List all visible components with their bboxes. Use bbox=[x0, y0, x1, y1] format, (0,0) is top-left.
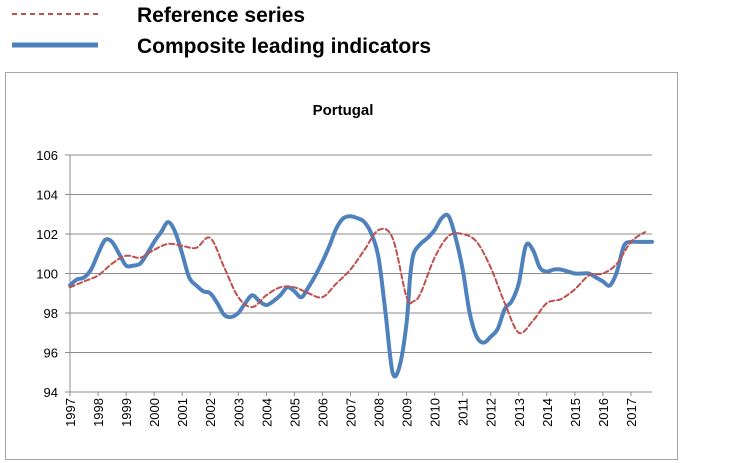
x-tick-label: 2001 bbox=[175, 398, 190, 427]
y-tick-label: 106 bbox=[36, 148, 58, 163]
x-tick-label: 2000 bbox=[147, 398, 162, 427]
y-axis: 94 96 98 100 102 104 106 bbox=[36, 148, 71, 400]
chart-area: Portugal 94 96 98 100 102 104 106 1997 1998 1999… bbox=[5, 72, 678, 460]
grid-lines bbox=[70, 154, 652, 393]
x-tick-label: 2011 bbox=[456, 398, 471, 426]
x-axis: 1997 1998 1999 2000 2001 2002 2003 2004 2005 2006… bbox=[63, 392, 639, 427]
x-tick-label: 2014 bbox=[540, 398, 555, 427]
x-tick-label: 2009 bbox=[400, 398, 415, 427]
legend-label-composite-leading-indicators: Composite leading indicators bbox=[137, 35, 432, 58]
x-tick-label: 2015 bbox=[568, 398, 583, 427]
x-tick-label: 2012 bbox=[484, 398, 499, 427]
chart-title: Portugal bbox=[313, 102, 374, 119]
x-tick-label: 1997 bbox=[63, 398, 78, 427]
x-tick-label: 2016 bbox=[596, 398, 611, 427]
x-tick-label: 2013 bbox=[512, 398, 527, 427]
series-line-composite-leading-indicators bbox=[68, 212, 654, 379]
x-tick-label: 2004 bbox=[259, 398, 274, 427]
x-tick-label: 2007 bbox=[343, 398, 358, 427]
x-tick-label: 2017 bbox=[624, 398, 639, 427]
x-tick-label: 2006 bbox=[315, 398, 330, 427]
y-tick-label: 98 bbox=[44, 306, 58, 321]
x-tick-label: 1998 bbox=[91, 398, 106, 427]
chart-legend: Reference series Composite leading indic… bbox=[0, 0, 750, 70]
y-tick-label: 94 bbox=[44, 385, 58, 400]
line-chart: Portugal 94 96 98 100 102 104 106 1997 1998 1999… bbox=[36, 102, 654, 427]
x-tick-label: 1999 bbox=[119, 398, 134, 427]
y-tick-label: 100 bbox=[36, 267, 58, 282]
x-tick-label: 2010 bbox=[428, 398, 443, 427]
x-tick-label: 2003 bbox=[231, 398, 246, 427]
y-tick-label: 104 bbox=[36, 188, 58, 203]
y-tick-label: 102 bbox=[36, 227, 58, 242]
y-tick-label: 96 bbox=[44, 346, 58, 361]
series-line-reference-series bbox=[69, 227, 646, 335]
legend-label-reference-series: Reference series bbox=[137, 4, 306, 27]
legend-swatches bbox=[12, 13, 98, 48]
series-layer bbox=[68, 212, 654, 379]
x-tick-label: 2008 bbox=[372, 398, 387, 427]
x-tick-label: 2002 bbox=[203, 398, 218, 427]
x-tick-label: 2005 bbox=[287, 398, 302, 427]
